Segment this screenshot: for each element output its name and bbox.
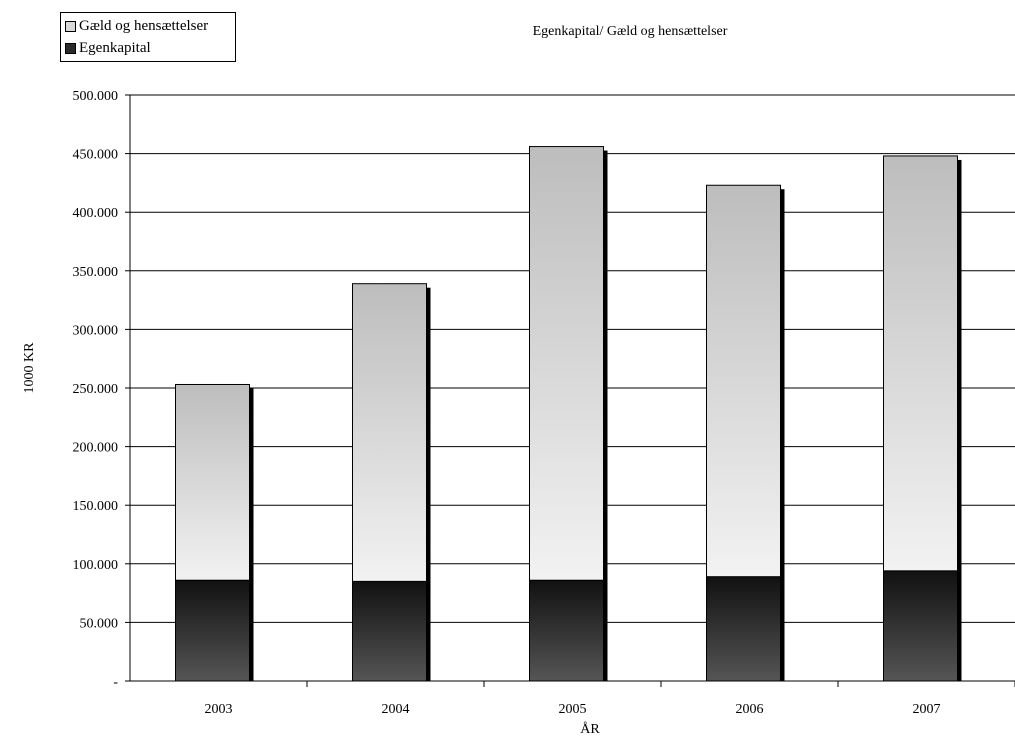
y-tick-label: 450.000 xyxy=(73,148,119,163)
y-tick-label: 50.000 xyxy=(80,616,119,631)
x-tick-label: 2007 xyxy=(913,702,941,717)
bar-gaeld xyxy=(352,283,427,582)
legend-label-gaeld: Gæld og hensættelser xyxy=(79,17,209,34)
x-tick-label: 2006 xyxy=(736,702,764,717)
bar-gaeld xyxy=(529,146,604,581)
legend-item-egenkapital: Egenkapital xyxy=(65,38,151,58)
y-tick-label: 500.000 xyxy=(73,89,119,104)
bar-gaeld xyxy=(883,155,958,572)
legend-item-gaeld: Gæld og hensættelser xyxy=(65,16,208,36)
y-tick-label: 300.000 xyxy=(73,323,119,338)
x-tick-label: 2004 xyxy=(382,702,410,717)
x-tick-label: 2003 xyxy=(205,702,233,717)
y-tick-label: 200.000 xyxy=(73,441,119,456)
bar-egenkapital xyxy=(883,570,958,682)
bar-egenkapital xyxy=(706,576,781,682)
y-tick-label: - xyxy=(113,675,118,690)
bar-egenkapital xyxy=(175,579,250,682)
y-tick-label: 400.000 xyxy=(73,206,119,221)
legend-swatch-gaeld xyxy=(65,20,76,32)
bar-egenkapital xyxy=(529,579,604,682)
legend-label-egenkapital: Egenkapital xyxy=(79,39,151,56)
x-axis-label: ÅR xyxy=(580,722,600,737)
bar-gaeld xyxy=(175,383,250,581)
y-tick-label: 350.000 xyxy=(73,265,119,280)
y-tick-label: 100.000 xyxy=(73,558,119,573)
chart-title: Egenkapital/ Gæld og hensættelser xyxy=(532,24,728,39)
legend-swatch-egenkapital xyxy=(65,42,76,54)
y-tick-label: 250.000 xyxy=(73,382,119,397)
bar-gaeld xyxy=(706,184,781,578)
x-tick-label: 2005 xyxy=(559,702,587,717)
bar-egenkapital xyxy=(352,580,427,682)
legend: Gæld og hensættelser Egenkapital xyxy=(60,12,236,62)
y-tick-label: 150.000 xyxy=(73,499,119,514)
